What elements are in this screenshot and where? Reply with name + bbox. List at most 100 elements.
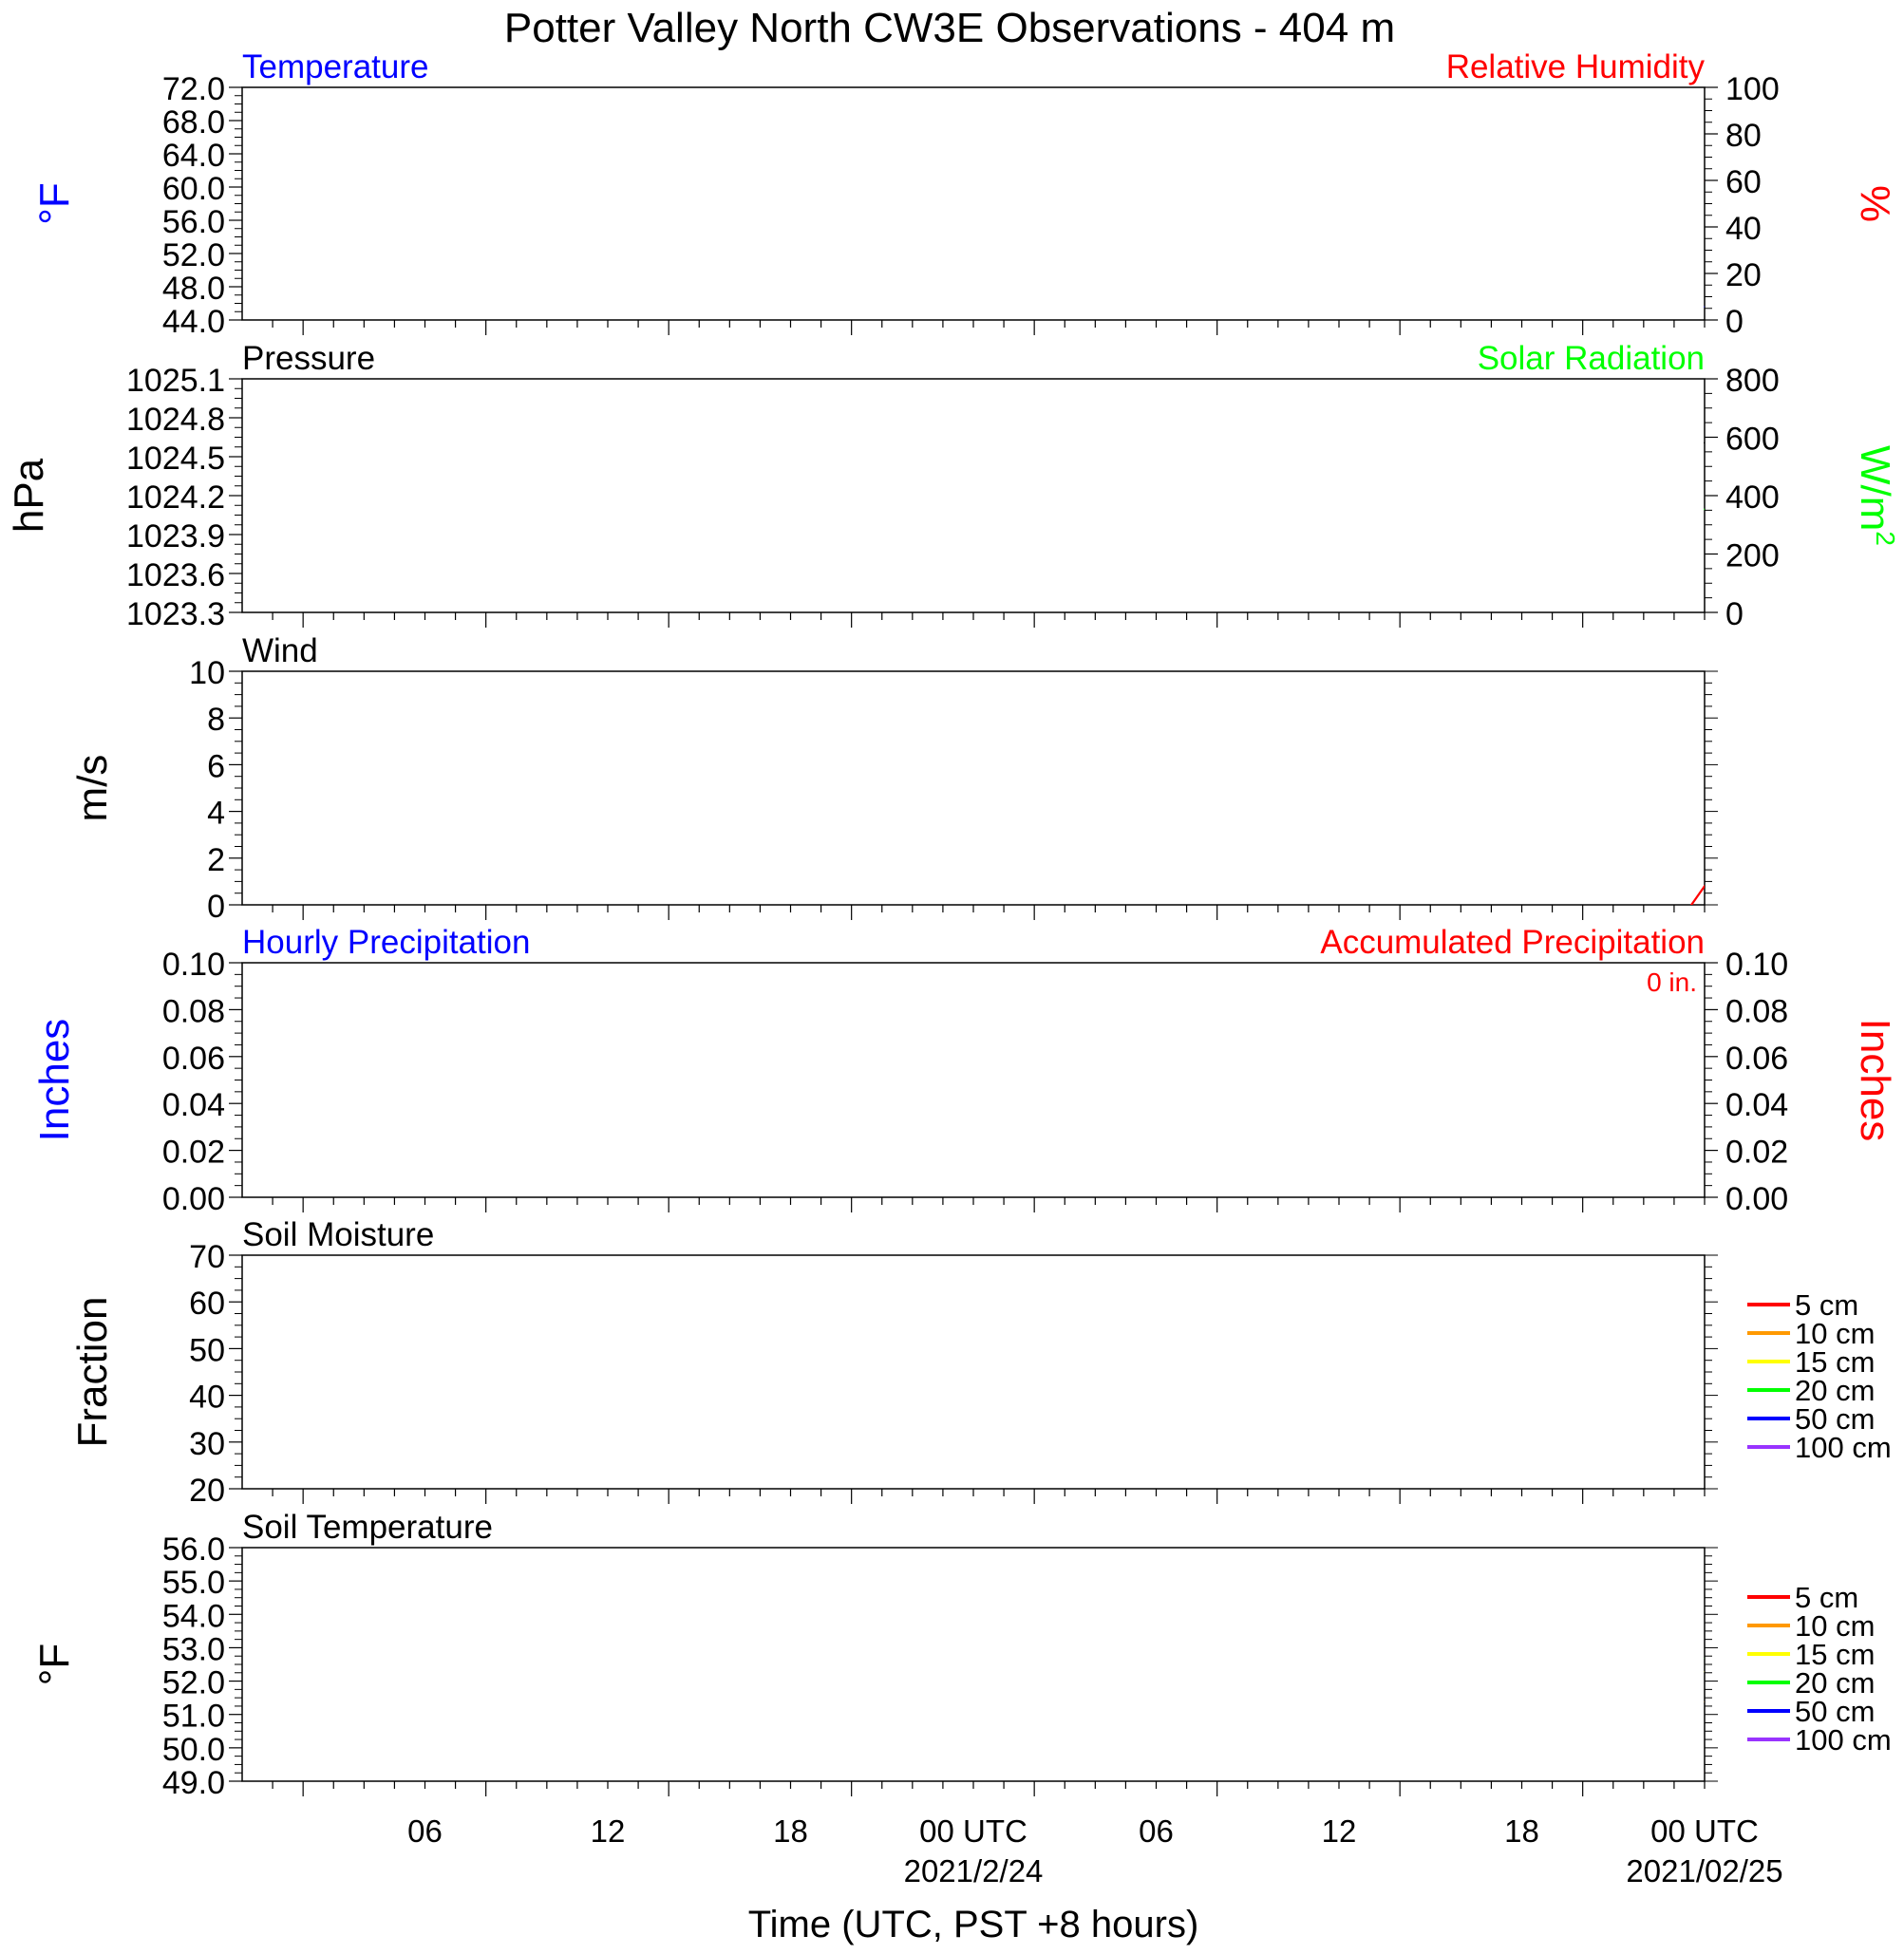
y-tick-label: 49.0 — [162, 1765, 225, 1801]
y2-tick-label: 400 — [1725, 479, 1780, 516]
y-tick-label: 1023.9 — [126, 518, 225, 554]
series-line-wind-speed — [1704, 884, 1705, 887]
legend-label: 100 cm — [1795, 1431, 1892, 1464]
y-tick-label: 0 — [207, 889, 225, 925]
y2-tick-label: 0.02 — [1725, 1135, 1788, 1171]
y-axis-units-right: % — [1852, 185, 1898, 222]
panel-title-left: Hourly Precipitation — [242, 924, 530, 961]
y-tick-label: 0.08 — [162, 993, 225, 1029]
y-tick-label: 40 — [189, 1380, 225, 1416]
y-tick-label: 52.0 — [162, 1665, 225, 1701]
y-tick-label: 1023.3 — [126, 596, 225, 632]
accumulated-total: 0 in. — [1647, 968, 1697, 997]
plot-frame — [241, 1254, 1706, 1490]
y-tick-label: 6 — [207, 748, 225, 784]
y-axis-units-left: °F — [31, 1644, 78, 1685]
y2-tick-label: 80 — [1725, 118, 1762, 154]
x-tick-label: 06 — [1139, 1813, 1174, 1849]
x-tick-label: 12 — [591, 1813, 626, 1849]
plot-frame — [241, 670, 1706, 906]
y-axis-units-left: °F — [31, 182, 78, 224]
y-tick-label: 8 — [207, 702, 225, 738]
y2-tick-label: 0.10 — [1725, 947, 1788, 983]
x-date-label: 2021/02/25 — [1626, 1853, 1782, 1888]
y-axis-units-left: Fraction — [69, 1297, 116, 1448]
plot-frame — [241, 86, 1706, 321]
y-tick-label: 1024.5 — [126, 441, 225, 477]
y-axis-units-left: Inches — [31, 1019, 78, 1142]
y-tick-label: 54.0 — [162, 1598, 225, 1634]
y2-tick-label: 600 — [1725, 422, 1780, 458]
y-tick-label: 20 — [189, 1473, 225, 1509]
panel-title-right: Solar Radiation — [1478, 340, 1705, 377]
y2-tick-label: 0.04 — [1725, 1087, 1788, 1123]
y-tick-label: 60 — [189, 1286, 225, 1322]
legend-label: 15 cm — [1795, 1638, 1875, 1671]
plot-frame — [241, 378, 1706, 613]
y-tick-label: 52.0 — [162, 237, 225, 273]
x-tick-label: 00 UTC — [919, 1813, 1027, 1849]
y-tick-label: 0.00 — [162, 1181, 225, 1217]
y-axis-units-left: hPa — [6, 458, 52, 533]
y-tick-label: 70 — [189, 1239, 225, 1275]
y-tick-label: 2 — [207, 842, 225, 878]
x-date-label: 2021/2/24 — [904, 1853, 1044, 1888]
legend-label: 20 cm — [1795, 1374, 1875, 1407]
legend-label: 10 cm — [1795, 1609, 1875, 1643]
y-tick-label: 0.06 — [162, 1041, 225, 1077]
y-tick-label: 56.0 — [162, 1531, 225, 1568]
y-tick-label: 4 — [207, 796, 225, 832]
y-axis-units-left: m/s — [69, 755, 116, 822]
y-tick-label: 50.0 — [162, 1732, 225, 1768]
panel-soilm: 70 60 50 40 30 20 Soil Moisture Fraction 5 cm10 … — [69, 1216, 1892, 1509]
panel-pres: 1025.11024.81024.51024.21023.91023.61023… — [6, 340, 1900, 632]
series-line-5-cm — [1704, 1475, 1705, 1477]
panel-title-right: Accumulated Precipitation — [1320, 924, 1705, 961]
x-tick-label: 06 — [407, 1813, 443, 1849]
y-axis-units-right: Inches — [1852, 1019, 1898, 1142]
y-tick-label: 44.0 — [162, 304, 225, 340]
y-tick-label: 64.0 — [162, 138, 225, 174]
y2-tick-label: 20 — [1725, 257, 1762, 293]
y2-tick-label: 0.00 — [1725, 1181, 1788, 1217]
series-line-wind-gust — [1689, 884, 1705, 905]
y2-tick-label: 0 — [1725, 596, 1744, 632]
panel-title-right: Relative Humidity — [1446, 48, 1706, 85]
chart-title: Potter Valley North CW3E Observations - … — [504, 5, 1395, 51]
y2-tick-label: 60 — [1725, 164, 1762, 200]
y-tick-label: 51.0 — [162, 1699, 225, 1735]
y-tick-label: 60.0 — [162, 171, 225, 207]
y2-tick-label: 0.08 — [1725, 993, 1788, 1029]
x-tick-label: 00 UTC — [1650, 1813, 1759, 1849]
y2-tick-label: 100 — [1725, 71, 1780, 107]
y-tick-label: 1025.1 — [126, 363, 225, 399]
y-tick-label: 68.0 — [162, 104, 225, 141]
y-tick-label: 0.02 — [162, 1135, 225, 1171]
panel-temp: 72.068.064.060.056.052.048.044.0 100 80 60 4… — [31, 48, 1898, 340]
legend-label: 50 cm — [1795, 1402, 1875, 1436]
y-tick-label: 56.0 — [162, 204, 225, 240]
y-tick-label: 53.0 — [162, 1631, 225, 1667]
y-tick-label: 55.0 — [162, 1565, 225, 1601]
x-axis-label: Time (UTC, PST +8 hours) — [748, 1904, 1199, 1945]
y-tick-label: 72.0 — [162, 71, 225, 107]
panel-title-left: Pressure — [242, 340, 375, 377]
y-axis-units-right: W/m2 — [1852, 445, 1900, 546]
x-axis: 06 12 18 00 UTC 2021/2/24 06 12 18 00 UTC 2021/02… — [407, 1813, 1782, 1888]
y-tick-label: 1024.8 — [126, 402, 225, 438]
panel-wind: 10 8 6 4 2 0 Wind m/s — [69, 632, 1718, 925]
legend-label: 5 cm — [1795, 1581, 1858, 1614]
x-tick-label: 12 — [1322, 1813, 1357, 1849]
panel-precip: 0.10 0.08 0.06 0.04 0.02 0.00 0.10 0.08 0.06 0.04… — [31, 924, 1898, 1217]
y2-tick-label: 200 — [1725, 538, 1780, 574]
y-tick-label: 1024.2 — [126, 479, 225, 516]
legend-label: 10 cm — [1795, 1317, 1875, 1350]
legend-label: 5 cm — [1795, 1288, 1858, 1322]
x-tick-label: 18 — [1504, 1813, 1539, 1849]
panel-title-left: Soil Moisture — [242, 1216, 434, 1253]
panel-title-left: Soil Temperature — [242, 1509, 493, 1546]
panel-soilt: 56.055.054.053.052.051.050.049.0 Soil Tem… — [31, 1509, 1892, 1801]
